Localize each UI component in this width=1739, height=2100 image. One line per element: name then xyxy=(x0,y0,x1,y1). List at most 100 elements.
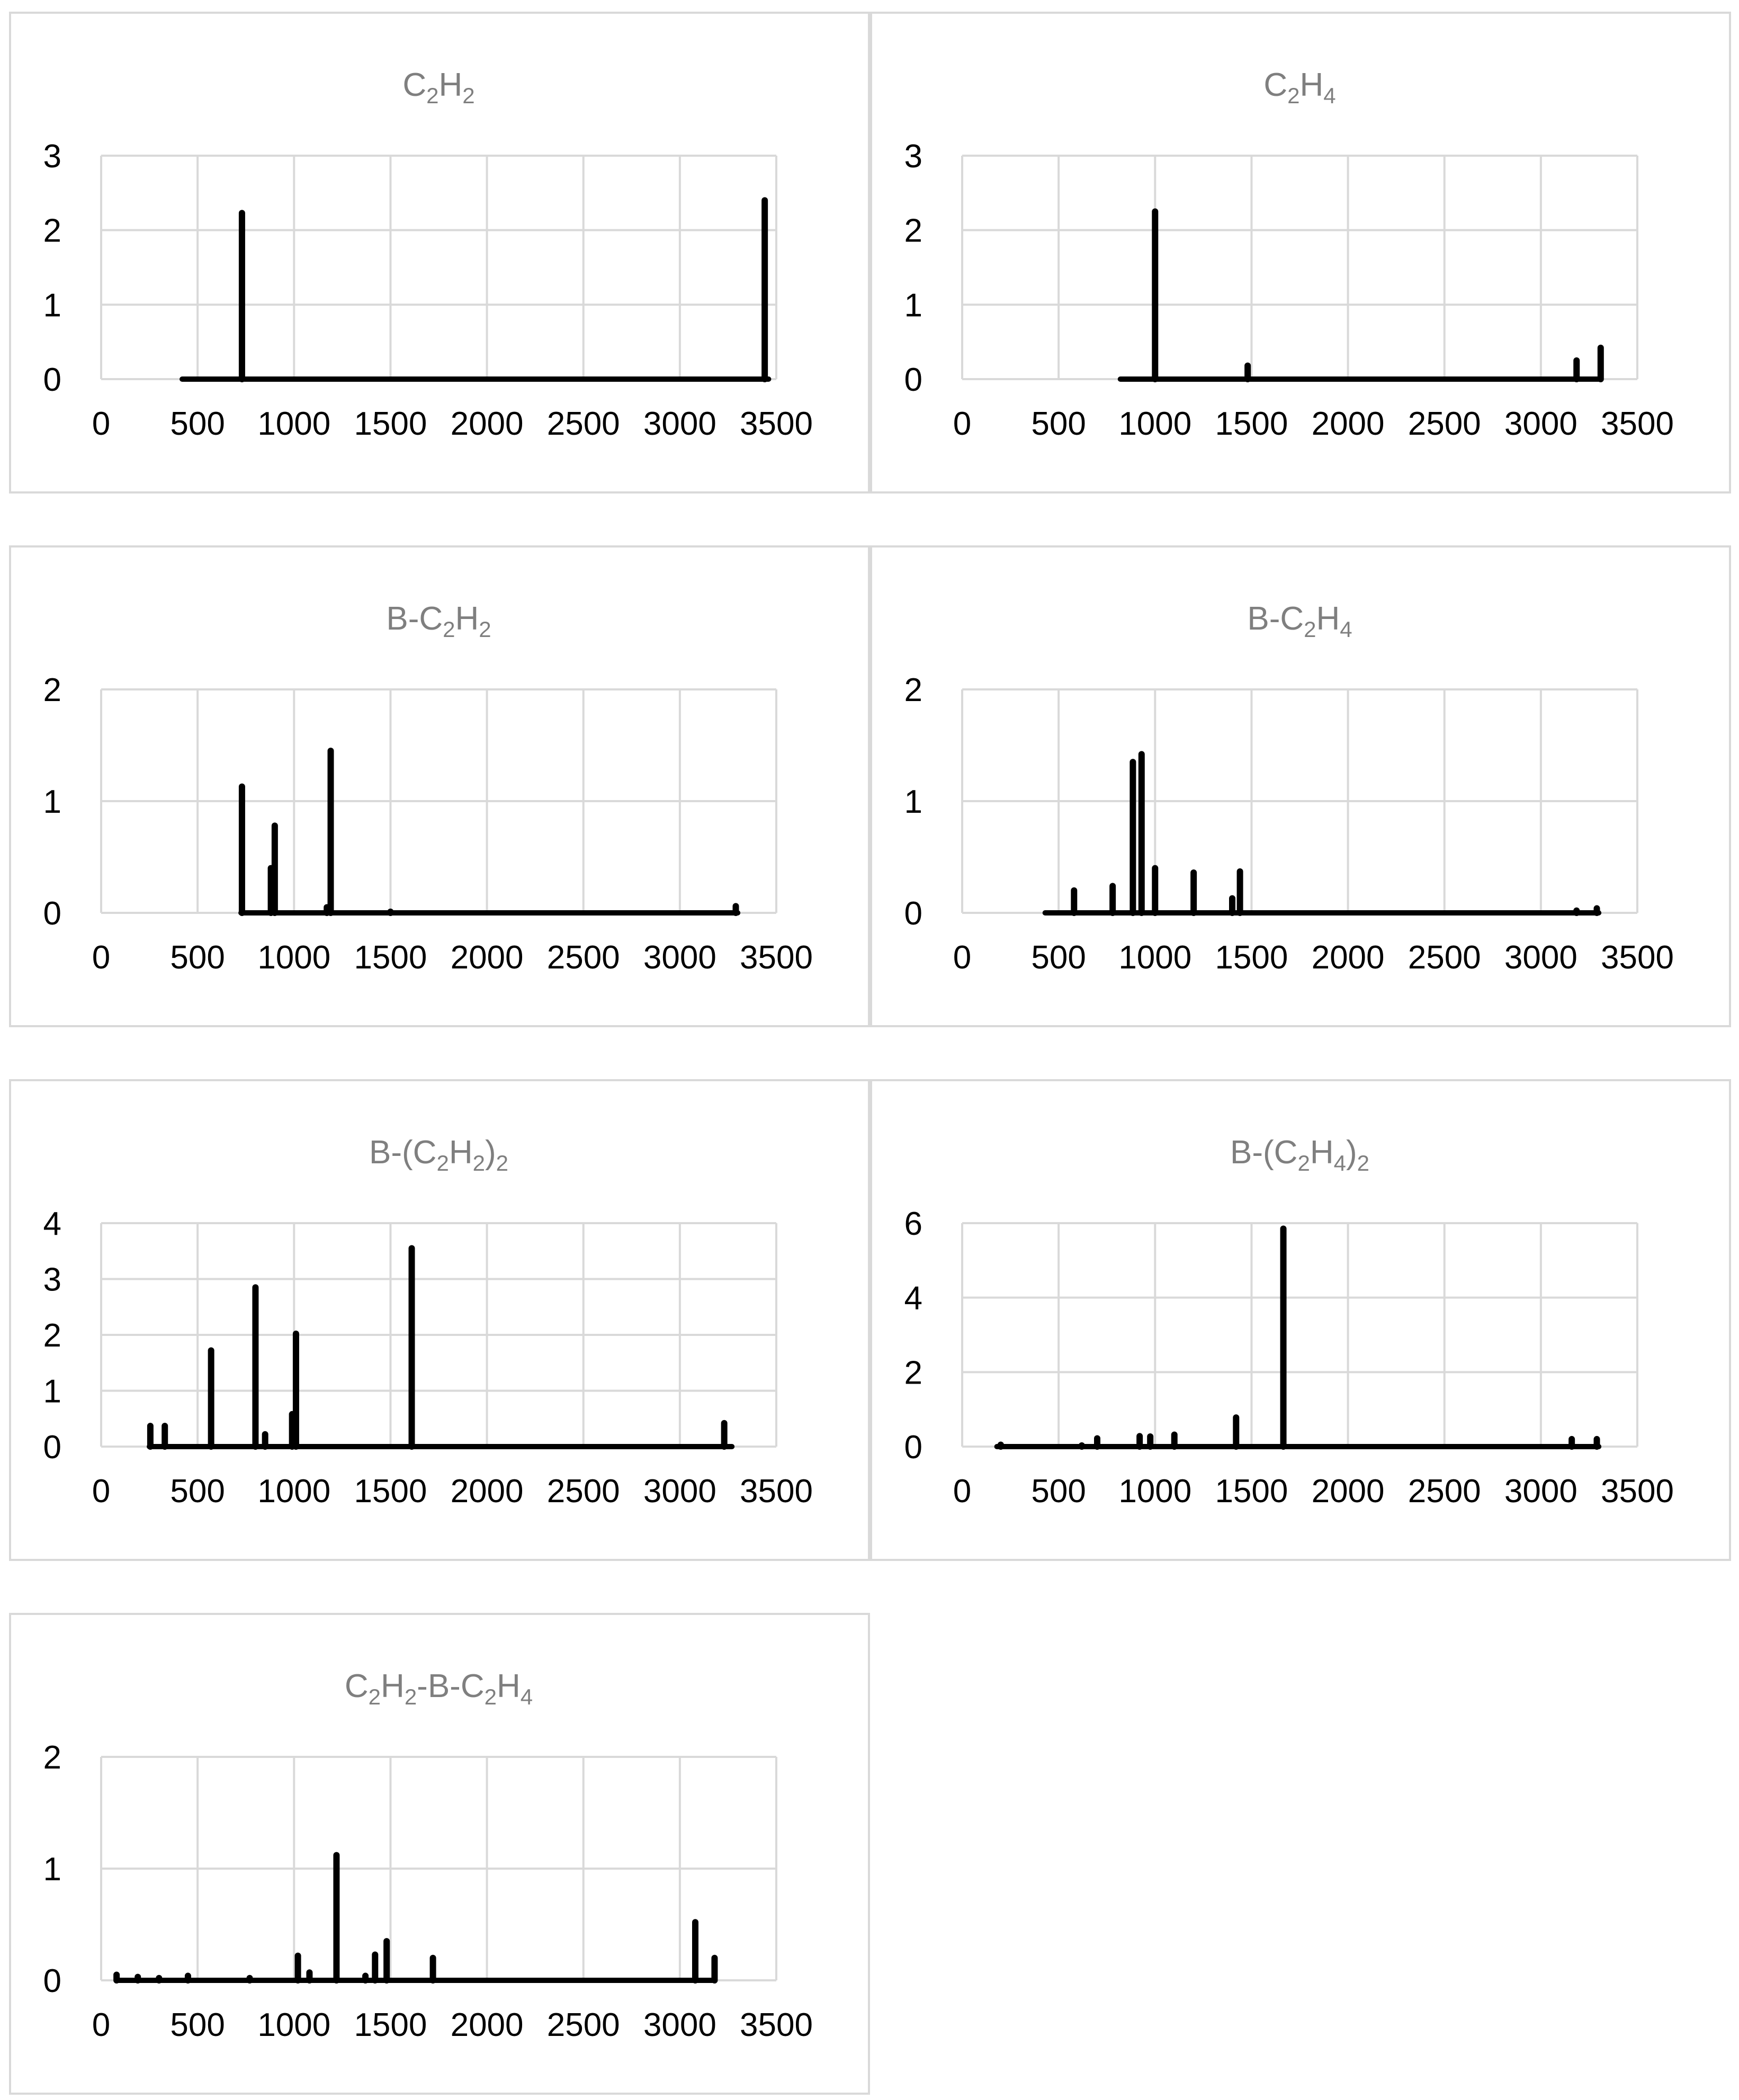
chart-panel-b-c2h2-2: B-(C2H2)2 0 500 1000 1500 2000 2500 3000 3500 0 1 2… xyxy=(9,1079,870,1561)
x-tick-label: 500 xyxy=(170,406,225,442)
chart-title: B-(C2H2)2 xyxy=(369,1134,508,1175)
y-tick-label: 1 xyxy=(904,784,922,820)
x-tick-label: 3000 xyxy=(643,406,716,442)
chart-svg: C2H4 0 500 1000 1500 2000 2500 3000 3500 0 1 2 3 xyxy=(904,67,1674,442)
chart-svg: C2H2-B-C2H4 0 500 1000 1500 2000 2500 3000 3500 0… xyxy=(43,1668,813,2043)
x-tick-label: 3000 xyxy=(643,939,716,976)
y-tick-label: 2 xyxy=(43,1739,61,1776)
x-tick-label: 3500 xyxy=(1601,1473,1674,1510)
chart-svg: B-C2H2 0 500 1000 1500 2000 2500 3000 3500 0 1 2 xyxy=(43,600,813,976)
y-tick-label: 2 xyxy=(43,672,61,708)
x-tick-label: 3000 xyxy=(643,2007,716,2043)
x-tick-label: 2000 xyxy=(1312,406,1385,442)
y-tick-label: 3 xyxy=(904,138,922,175)
x-tick-label: 2000 xyxy=(1312,939,1385,976)
chart-panel-c2h2-b-c2h4: C2H2-B-C2H4 0 500 1000 1500 2000 2500 3000 3500 0… xyxy=(9,1613,870,2095)
chart-title: C2H2 xyxy=(402,67,474,108)
x-tick-label: 1500 xyxy=(1215,406,1288,442)
x-tick-label: 2500 xyxy=(547,406,620,442)
y-tick-label: 0 xyxy=(43,1963,61,1999)
x-tick-label: 3000 xyxy=(1504,1473,1577,1510)
chart-title: B-(C2H4)2 xyxy=(1230,1134,1369,1175)
x-tick-label: 0 xyxy=(953,939,971,976)
x-tick-label: 3500 xyxy=(740,939,813,976)
x-tick-label: 1500 xyxy=(354,406,427,442)
x-tick-label: 500 xyxy=(1031,1473,1086,1510)
chart-title: B-C2H2 xyxy=(386,600,491,642)
x-tick-label: 0 xyxy=(92,1473,110,1510)
x-tick-label: 2500 xyxy=(1408,1473,1481,1510)
x-tick-label: 0 xyxy=(953,1473,971,1510)
x-tick-label: 1000 xyxy=(1118,939,1191,976)
y-tick-label: 1 xyxy=(43,1374,61,1410)
x-tick-label: 3500 xyxy=(740,2007,813,2043)
x-tick-label: 0 xyxy=(92,406,110,442)
x-tick-label: 1000 xyxy=(257,939,330,976)
x-tick-label: 500 xyxy=(1031,939,1086,976)
x-tick-label: 2500 xyxy=(1408,406,1481,442)
x-tick-label: 3000 xyxy=(643,1473,716,1510)
x-tick-label: 2000 xyxy=(1312,1473,1385,1510)
y-tick-label: 2 xyxy=(904,213,922,249)
x-tick-label: 1000 xyxy=(257,1473,330,1510)
x-tick-label: 0 xyxy=(953,406,971,442)
chart-panel-b-c2h2: B-C2H2 0 500 1000 1500 2000 2500 3000 3500 0 1 2 xyxy=(9,545,870,1027)
chart-title: B-C2H4 xyxy=(1247,600,1352,642)
x-tick-label: 2000 xyxy=(451,2007,524,2043)
x-tick-label: 2500 xyxy=(547,939,620,976)
y-tick-label: 4 xyxy=(904,1280,922,1317)
chart-panel-b-c2h4-2: B-(C2H4)2 0 500 1000 1500 2000 2500 3000 3500 0 2 4… xyxy=(870,1079,1731,1561)
x-tick-label: 1000 xyxy=(1118,406,1191,442)
y-tick-label: 0 xyxy=(904,362,922,398)
x-tick-label: 1500 xyxy=(1215,1473,1288,1510)
chart-svg: B-(C2H2)2 0 500 1000 1500 2000 2500 3000 3500 0 1 2… xyxy=(43,1134,813,1510)
y-tick-label: 0 xyxy=(43,362,61,398)
y-tick-label: 4 xyxy=(43,1206,61,1242)
x-tick-label: 3500 xyxy=(1601,406,1674,442)
x-tick-label: 500 xyxy=(170,1473,225,1510)
x-tick-label: 2500 xyxy=(1408,939,1481,976)
x-tick-label: 1000 xyxy=(257,406,330,442)
x-tick-label: 1500 xyxy=(354,2007,427,2043)
y-tick-label: 2 xyxy=(43,1317,61,1354)
y-tick-label: 1 xyxy=(904,287,922,324)
y-tick-label: 0 xyxy=(43,895,61,932)
chart-panel-c2h2: C2H2 0 500 1000 1500 2000 2500 3000 3500 0 1 2 3 xyxy=(9,12,870,493)
x-tick-label: 2000 xyxy=(451,1473,524,1510)
chart-svg: C2H2 0 500 1000 1500 2000 2500 3000 3500 0 1 2 3 xyxy=(43,67,813,442)
chart-title: C2H4 xyxy=(1263,67,1335,108)
x-tick-label: 1000 xyxy=(1118,1473,1191,1510)
chart-title: C2H2-B-C2H4 xyxy=(345,1668,533,1709)
x-tick-label: 1500 xyxy=(354,1473,427,1510)
x-tick-label: 2000 xyxy=(451,939,524,976)
y-tick-label: 0 xyxy=(904,1429,922,1466)
x-tick-label: 3000 xyxy=(1504,406,1577,442)
x-tick-label: 3500 xyxy=(1601,939,1674,976)
y-tick-label: 2 xyxy=(43,213,61,249)
y-tick-label: 1 xyxy=(43,1851,61,1888)
y-tick-label: 1 xyxy=(43,784,61,820)
x-tick-label: 2500 xyxy=(547,2007,620,2043)
chart-panel-c2h4: C2H4 0 500 1000 1500 2000 2500 3000 3500 0 1 2 3 xyxy=(870,12,1731,493)
x-tick-label: 1500 xyxy=(1215,939,1288,976)
x-tick-label: 1500 xyxy=(354,939,427,976)
x-tick-label: 0 xyxy=(92,2007,110,2043)
chart-panel-b-c2h4: B-C2H4 0 500 1000 1500 2000 2500 3000 3500 0 1 2 xyxy=(870,545,1731,1027)
x-tick-label: 3500 xyxy=(740,406,813,442)
chart-svg: B-C2H4 0 500 1000 1500 2000 2500 3000 3500 0 1 2 xyxy=(904,600,1674,976)
chart-svg: B-(C2H4)2 0 500 1000 1500 2000 2500 3000 3500 0 2 4… xyxy=(904,1134,1674,1510)
y-tick-label: 0 xyxy=(43,1429,61,1466)
x-tick-label: 1000 xyxy=(257,2007,330,2043)
y-tick-label: 2 xyxy=(904,1354,922,1391)
y-tick-label: 0 xyxy=(904,895,922,932)
y-tick-label: 1 xyxy=(43,287,61,324)
x-tick-label: 500 xyxy=(170,2007,225,2043)
y-tick-label: 3 xyxy=(43,1262,61,1298)
x-tick-label: 500 xyxy=(170,939,225,976)
x-tick-label: 0 xyxy=(92,939,110,976)
y-tick-label: 3 xyxy=(43,138,61,175)
x-tick-label: 2000 xyxy=(451,406,524,442)
x-tick-label: 500 xyxy=(1031,406,1086,442)
x-tick-label: 3500 xyxy=(740,1473,813,1510)
y-tick-label: 6 xyxy=(904,1206,922,1242)
